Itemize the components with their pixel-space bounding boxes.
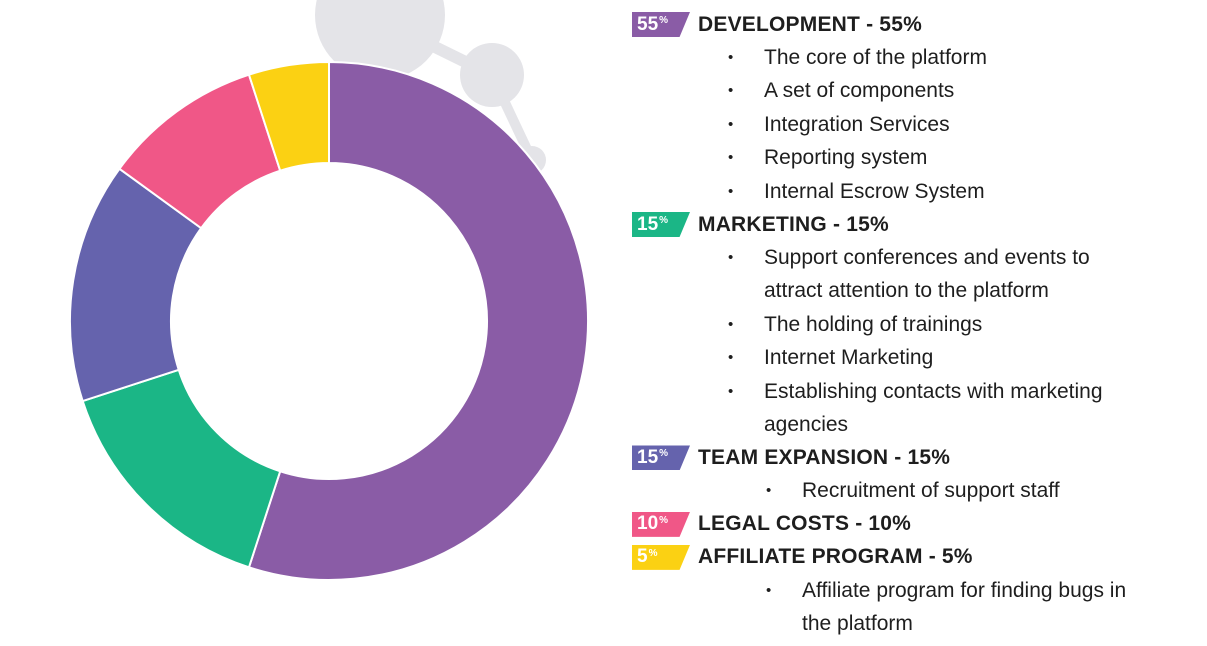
category-item-list: Support conferences and events to attrac…: [632, 241, 1202, 441]
percent-badge: 55%: [632, 12, 690, 37]
category-item-list: The core of the platformA set of compone…: [632, 41, 1202, 208]
list-item: The holding of trainings: [632, 308, 1142, 342]
category-header: 15% TEAM EXPANSION - 15%: [632, 441, 1202, 474]
legend-category: 10% LEGAL COSTS - 10%: [632, 508, 1202, 541]
percent-badge-value: 5: [637, 546, 648, 568]
list-item: Establishing contacts with marketing age…: [632, 375, 1142, 442]
percent-badge-unit: %: [648, 547, 658, 559]
background-molecule-decoration: [315, 0, 546, 174]
category-item-list: Recruitment of support staff: [632, 474, 1202, 508]
list-item: Affiliate program for finding bugs in th…: [632, 574, 1142, 641]
list-item: A set of components: [632, 74, 1142, 108]
legend-category: 15% MARKETING - 15% Support conferences an…: [632, 208, 1202, 441]
percent-badge-value: 15: [637, 213, 659, 235]
percent-badge-value: 15: [637, 446, 659, 468]
category-item-list: Affiliate program for finding bugs in th…: [632, 574, 1202, 641]
legend-category: 15% TEAM EXPANSION - 15% Recruitment of su…: [632, 441, 1202, 508]
category-header: 5% AFFILIATE PROGRAM - 5%: [632, 541, 1202, 574]
list-item: The core of the platform: [632, 41, 1142, 75]
list-item: Support conferences and events to attrac…: [632, 241, 1142, 308]
category-title: TEAM EXPANSION - 15%: [698, 445, 951, 469]
percent-badge: 5%: [632, 544, 690, 570]
percent-badge: 15%: [632, 212, 690, 238]
category-title: LEGAL COSTS - 10%: [698, 512, 912, 536]
percent-badge: 10%: [632, 511, 690, 537]
percent-badge-unit: %: [659, 448, 669, 460]
percent-badge-value: 10: [637, 513, 659, 535]
donut-slice-affiliate-program: [247, 60, 330, 172]
percent-badge-unit: %: [659, 514, 669, 526]
decor-circle: [460, 43, 524, 107]
category-title: DEVELOPMENT - 55%: [698, 12, 922, 36]
decor-circle: [315, 0, 445, 80]
category-title: MARKETING - 15%: [698, 212, 889, 236]
percent-badge: 15%: [632, 445, 690, 471]
category-header: 10% LEGAL COSTS - 10%: [632, 508, 1202, 541]
list-item: Integration Services: [632, 108, 1142, 142]
list-item: Reporting system: [632, 141, 1142, 175]
donut-slices: [69, 60, 589, 581]
chart-legend: 55% DEVELOPMENT - 55% The core of the plat…: [632, 8, 1202, 641]
percent-badge-unit: %: [659, 215, 669, 227]
donut-slice-development: [247, 60, 589, 581]
list-item: Internal Escrow System: [632, 175, 1142, 209]
list-item: Internet Marketing: [632, 341, 1142, 375]
donut-chart: [69, 0, 589, 581]
percent-badge-value: 55: [637, 13, 659, 35]
category-title: AFFILIATE PROGRAM - 5%: [698, 545, 973, 569]
percent-badge-unit: %: [659, 15, 669, 26]
list-item: Recruitment of support staff: [632, 474, 1142, 508]
category-header: 15% MARKETING - 15%: [632, 208, 1202, 241]
legend-category: 55% DEVELOPMENT - 55% The core of the plat…: [632, 8, 1202, 208]
donut-slice-marketing: [81, 368, 282, 569]
category-header: 55% DEVELOPMENT - 55%: [632, 8, 1202, 41]
legend-category: 5% AFFILIATE PROGRAM - 5% Affiliate progra…: [632, 541, 1202, 641]
